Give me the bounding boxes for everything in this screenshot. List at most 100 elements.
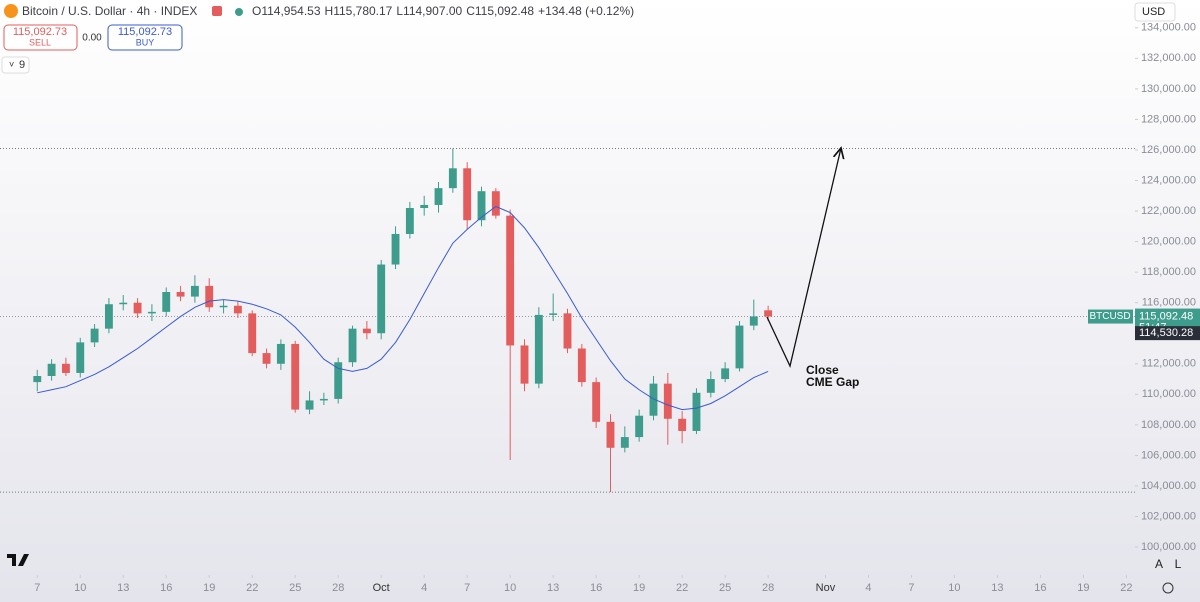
c-value: 115,092.48 [475,4,534,18]
candle-body [448,168,457,189]
log-scale[interactable]: L [1175,557,1182,571]
o-label: O [252,4,261,18]
x-tick-label: 28 [762,582,774,594]
candle-body [262,353,271,364]
l-label: L [396,4,403,18]
candle-body [506,215,515,346]
flag-icon [212,6,222,16]
candle-body [534,314,543,384]
y-tick-label: 122,000.00 [1141,205,1196,217]
candle-body [348,328,357,363]
candle-body [735,325,744,369]
candle-body [549,313,558,315]
candle-body [248,313,257,354]
spread: 0.00 [82,33,102,44]
y-tick-label: 134,000.00 [1141,22,1196,34]
y-tick-label: 130,000.00 [1141,83,1196,95]
buy-button[interactable] [107,24,183,51]
x-tick-label: 16 [590,582,602,594]
cursor-price-label: 114,530.28 [1139,327,1193,339]
candle-body [377,264,386,334]
y-tick-label: 120,000.00 [1141,236,1196,248]
candle-body [678,418,687,431]
o-value: 114,954.53 [261,4,320,18]
auto-scale[interactable]: A [1155,557,1163,571]
candle-body [491,191,500,216]
candle-body [463,168,472,221]
candle-body [47,363,56,377]
candle-body [749,316,758,326]
buy-price: 115,092.73 [118,26,172,38]
logo [7,554,29,566]
l-value: 114,907.00 [403,4,462,18]
y-tick-label: 126,000.00 [1141,144,1196,156]
y-tick-label: 102,000.00 [1141,510,1196,522]
y-tick-label: 124,000.00 [1141,174,1196,186]
x-tick-label: 13 [991,582,1003,594]
y-tick-label: 118,000.00 [1142,266,1196,278]
indicator-length: 9 [19,59,25,71]
y-tick-label: 108,000.00 [1141,419,1196,431]
candle-body [391,233,400,265]
x-tick-label: Nov [816,582,836,594]
y-tick-label: 104,000.00 [1141,480,1196,492]
change: +134.48 (+0.12%) [538,4,634,18]
candle-body [133,302,142,314]
currency: USD [1142,6,1165,18]
coin-icon [4,4,18,18]
candle-body [205,285,214,308]
candle-body [635,415,644,438]
candle-body [577,348,586,383]
indicator-toggle[interactable] [1,56,30,74]
x-tick-label: 7 [34,582,40,594]
candle-body [620,437,629,448]
candle-body [61,363,70,373]
candle-body [147,311,156,314]
y-tick-label: 132,000.00 [1141,52,1196,64]
plot: 100,000.00 102,000.00 104,000.00 106,000.00… [0,22,1200,594]
sell-button[interactable] [3,24,78,51]
candle-body [706,379,715,393]
candle-body [520,345,529,384]
annotation-line: Close [806,363,839,377]
candle-body [291,343,300,410]
candle-body [276,343,285,364]
h-label: H [325,4,334,18]
x-tick-label: 22 [246,582,258,594]
settings-icon[interactable] [1162,582,1174,594]
x-tick-label: 4 [865,582,871,594]
candle-body [190,285,199,297]
x-tick-label: 19 [633,582,645,594]
toggle-icon: ˅ [9,59,14,69]
x-tick-label: 10 [74,582,86,594]
sell-label: SELL [29,37,51,47]
candle-body [405,208,414,234]
currency-button[interactable] [1134,2,1176,22]
symbol-badge [1088,309,1133,324]
x-tick-label: 10 [948,582,960,594]
candle-body [663,383,672,419]
y-tick-label: 128,000.00 [1141,113,1196,125]
x-tick-label: 7 [908,582,914,594]
candle-body [90,328,99,343]
symbol-title: Bitcoin / U.S. Dollar · 4h · INDEX [22,4,197,18]
symbol-label: BTCUSD [1089,311,1130,322]
candle-body [721,368,730,380]
x-tick-label: 13 [547,582,559,594]
x-tick-label: 22 [1120,582,1132,594]
x-tick-label: 28 [332,582,344,594]
candle-body [477,191,486,221]
candle-body [592,382,601,422]
annotation-line: CME Gap [806,375,859,389]
candle-body [606,421,615,448]
candle-body [420,204,429,209]
candle-body [119,302,128,305]
c-label: C [466,4,475,18]
x-tick-label: 13 [117,582,129,594]
candle-body [319,398,328,401]
x-tick-label: 25 [719,582,731,594]
x-tick-label: 19 [1077,582,1089,594]
